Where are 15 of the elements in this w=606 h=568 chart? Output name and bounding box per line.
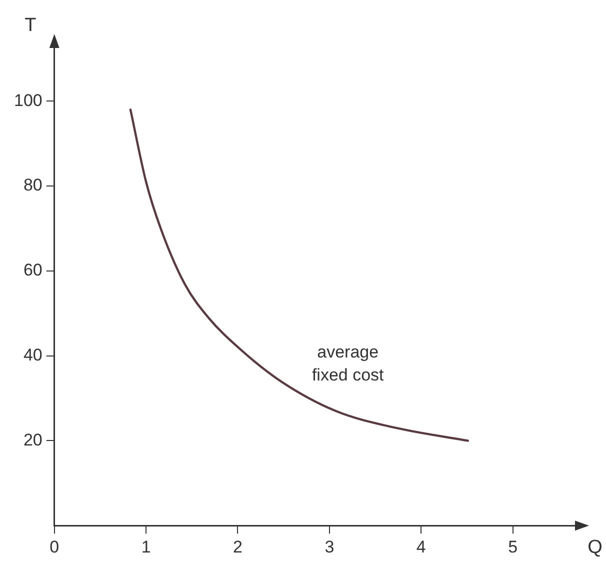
x-tick-label: 5 [508,537,518,556]
y-tick-label: 20 [23,430,42,450]
line-series [129,108,469,442]
y-tick-label: 80 [23,176,42,195]
y-tick-label: 60 [23,260,42,280]
series-label: average fixed cost [312,342,384,385]
x-tick-label: 3 [324,537,334,556]
y-tick-label: 100 [14,90,42,110]
x-axis-title: Q [588,536,602,558]
x-tick-label: 4 [416,537,426,556]
y-tick-label: 40 [23,346,42,365]
x-tick-label: 0 [50,537,60,556]
y-axis-title: T [24,15,37,36]
x-tick-label: 2 [233,537,242,556]
x-tick-label: 1 [141,537,151,556]
